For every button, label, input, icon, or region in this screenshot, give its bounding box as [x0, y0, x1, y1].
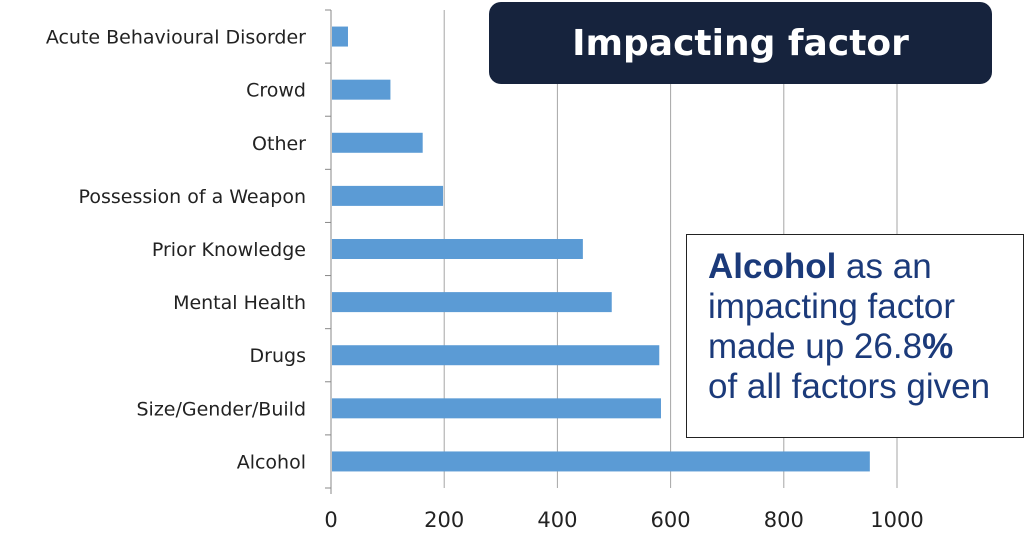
- chart-title: Impacting factor: [489, 2, 992, 84]
- category-label: Alcohol: [237, 451, 306, 473]
- x-tick-label-200: 200: [424, 508, 464, 532]
- callout-percent-sign: %: [922, 327, 954, 366]
- category-label: Other: [252, 133, 306, 155]
- tick-labels: 0 200 400 600 800 1000: [324, 508, 923, 532]
- callout-line-2: impacting factor: [708, 287, 956, 326]
- category-labels: Acute Behavioural Disorder Crowd Other Poss…: [46, 27, 306, 474]
- bar-drugs: [332, 345, 660, 366]
- x-tick-label-600: 600: [651, 508, 691, 532]
- callout-box: Alcohol as an impacting factor made up 2…: [686, 234, 1024, 438]
- callout-line-1: Alcohol as an: [708, 247, 1009, 287]
- category-label: Crowd: [246, 80, 306, 102]
- bar-acute-behavioural-disorder: [332, 26, 348, 47]
- callout-line-1-rest: as an: [836, 247, 932, 286]
- category-label: Mental Health: [173, 292, 306, 314]
- category-label: Drugs: [250, 345, 306, 367]
- category-label: Acute Behavioural Disorder: [46, 27, 306, 49]
- bar-prior-knowledge: [332, 239, 583, 259]
- bars: [332, 26, 870, 472]
- x-tick-label-800: 800: [764, 508, 804, 532]
- bar-possession-of-a-weapon: [332, 185, 444, 206]
- bar-alcohol: [332, 451, 870, 472]
- bar-other: [332, 132, 423, 153]
- callout-percent-value: made up 26.8: [708, 327, 923, 366]
- x-tick-label-0: 0: [324, 508, 337, 532]
- callout-line-4: of all factors given: [708, 367, 991, 406]
- callout-line-3: made up 26.8%: [708, 327, 1009, 367]
- callout-emphasis: Alcohol: [708, 247, 837, 286]
- category-label: Possession of a Weapon: [79, 186, 306, 208]
- category-label: Size/Gender/Build: [136, 398, 306, 420]
- bar-crowd: [332, 79, 391, 100]
- bar-mental-health: [332, 292, 612, 313]
- axes: [325, 9, 332, 494]
- x-tick-label-1000: 1000: [870, 508, 923, 532]
- category-label: Prior Knowledge: [152, 239, 306, 261]
- x-tick-label-400: 400: [537, 508, 577, 532]
- bar-size-gender-build: [332, 398, 661, 419]
